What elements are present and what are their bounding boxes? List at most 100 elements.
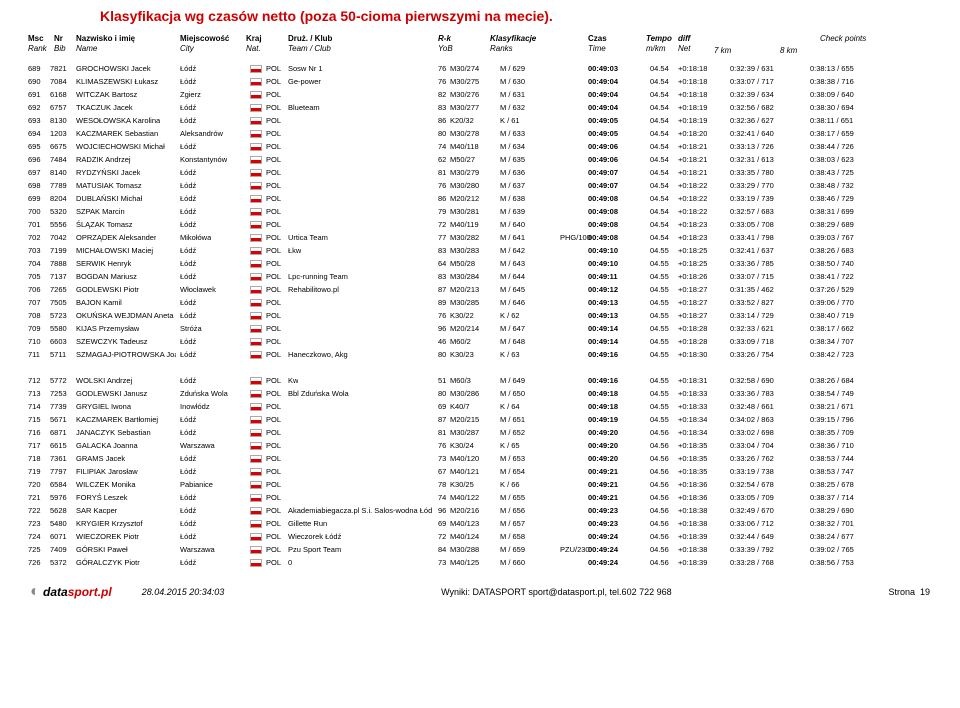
cell-class: M / 657 bbox=[500, 517, 525, 530]
cell-diff: +0:18:25 bbox=[678, 244, 707, 257]
table-row: 7077505BAJON KamilŁódźPOL89M30/285M / 64… bbox=[20, 296, 940, 309]
cell-name: OKUŃSKA WEJDMAN Aneta bbox=[76, 309, 174, 322]
cell-tempo: 04.56 bbox=[650, 491, 669, 504]
cell-rank: 699 bbox=[28, 192, 41, 205]
cell-yob: 77 bbox=[438, 231, 446, 244]
cell-class: M / 635 bbox=[500, 153, 525, 166]
cell-class: M / 636 bbox=[500, 166, 525, 179]
cell-city: Łódź bbox=[180, 465, 196, 478]
cell-tempo: 04.56 bbox=[650, 504, 669, 517]
cell-cp8: 0:39:06 / 770 bbox=[810, 296, 854, 309]
cell-nat: POL bbox=[266, 153, 281, 166]
cell-rank: 713 bbox=[28, 387, 41, 400]
cell-yob: 76 bbox=[438, 309, 446, 322]
cell-rank: 704 bbox=[28, 257, 41, 270]
cell-tempo: 04.54 bbox=[650, 179, 669, 192]
cell-cp8: 0:38:36 / 710 bbox=[810, 439, 854, 452]
cell-bib: 7084 bbox=[50, 75, 67, 88]
cell-bib: 7199 bbox=[50, 244, 67, 257]
cell-tempo: 04.56 bbox=[650, 452, 669, 465]
page-title: Klasyfikacja wg czasów netto (poza 50-ci… bbox=[100, 8, 940, 24]
cell-time: 00:49:14 bbox=[588, 322, 618, 335]
table-row: 7057137BOGDAN MariuszŁódźPOLLpc-running … bbox=[20, 270, 940, 283]
cell-cp8: 0:38:46 / 729 bbox=[810, 192, 854, 205]
cell-cp8: 0:38:26 / 683 bbox=[810, 244, 854, 257]
cell-rank: 691 bbox=[28, 88, 41, 101]
cell-name: GRYGIEL Iwona bbox=[76, 400, 131, 413]
cell-rank: 696 bbox=[28, 153, 41, 166]
cell-nat: POL bbox=[266, 335, 281, 348]
cell-yob: 76 bbox=[438, 62, 446, 75]
cell-class: M / 652 bbox=[500, 426, 525, 439]
table-row: 7235480KRYGIER KrzysztofŁódźPOLGillette … bbox=[20, 517, 940, 530]
cell-tempo: 04.56 bbox=[650, 426, 669, 439]
hdr-time-1: Czas bbox=[588, 34, 607, 44]
cell-time: 00:49:21 bbox=[588, 465, 618, 478]
cell-cp7: 0:32:36 / 627 bbox=[730, 114, 774, 127]
flag-icon bbox=[250, 387, 264, 400]
cell-class: M / 645 bbox=[500, 283, 525, 296]
flag-icon bbox=[250, 478, 264, 491]
cell-nat: POL bbox=[266, 374, 281, 387]
hdr-rank-2: Rank bbox=[28, 44, 47, 54]
cell-rank: 712 bbox=[28, 374, 41, 387]
flag-icon bbox=[250, 101, 264, 114]
hdr-bib-1: Nr bbox=[54, 34, 66, 44]
cell-class: M / 655 bbox=[500, 491, 525, 504]
cell-cp8: 0:38:37 / 714 bbox=[810, 491, 854, 504]
cell-name: BOGDAN Mariusz bbox=[76, 270, 137, 283]
cell-rank: 717 bbox=[28, 439, 41, 452]
cell-city: Łódź bbox=[180, 374, 196, 387]
cell-tempo: 04.54 bbox=[650, 62, 669, 75]
flag-icon bbox=[250, 452, 264, 465]
cell-rank: 722 bbox=[28, 504, 41, 517]
cell-time: 00:49:08 bbox=[588, 218, 618, 231]
cell-diff: +0:18:18 bbox=[678, 88, 707, 101]
cell-name: FORYŚ Leszek bbox=[76, 491, 128, 504]
cell-cp8: 0:38:03 / 623 bbox=[810, 153, 854, 166]
cell-cp8: 0:38:26 / 684 bbox=[810, 374, 854, 387]
cell-cat: M40/120 bbox=[450, 452, 479, 465]
cell-city: Pabianice bbox=[180, 478, 213, 491]
footer-credits: Wyniki: DATASPORT sport@datasport.pl, te… bbox=[441, 587, 672, 597]
cell-diff: +0:18:35 bbox=[678, 439, 707, 452]
cell-cp7: 0:33:52 / 827 bbox=[730, 296, 774, 309]
cell-bib: 7253 bbox=[50, 387, 67, 400]
cell-nat: POL bbox=[266, 478, 281, 491]
cell-yob: 81 bbox=[438, 426, 446, 439]
table-row: 7155671KACZMAREK BartłomiejŁódźPOL87M20/… bbox=[20, 413, 940, 426]
flag-icon bbox=[250, 114, 264, 127]
flag-icon bbox=[250, 205, 264, 218]
cell-bib: 7888 bbox=[50, 257, 67, 270]
cell-name: OPRZĄDEK Aleksander bbox=[76, 231, 156, 244]
cell-city: Łódź bbox=[180, 491, 196, 504]
cell-cp7: 0:32:57 / 683 bbox=[730, 205, 774, 218]
cell-nat: POL bbox=[266, 348, 281, 361]
table-row: 7265372GÓRALCZYK PiotrŁódźPOL073M40/125M… bbox=[20, 556, 940, 569]
cell-name: WOJCIECHOWSKI Michał bbox=[76, 140, 165, 153]
cell-cat: M20/213 bbox=[450, 283, 479, 296]
cell-class: M / 649 bbox=[500, 374, 525, 387]
cell-cat: M30/274 bbox=[450, 62, 479, 75]
cell-diff: +0:18:21 bbox=[678, 153, 707, 166]
cell-yob: 64 bbox=[438, 257, 446, 270]
cell-time: 00:49:24 bbox=[588, 556, 618, 569]
cell-time: 00:49:03 bbox=[588, 62, 618, 75]
cell-diff: +0:18:21 bbox=[678, 166, 707, 179]
cell-city: Mikołówa bbox=[180, 231, 211, 244]
cell-team: Lpc-running Team bbox=[288, 270, 348, 283]
cell-bib: 5671 bbox=[50, 413, 67, 426]
cell-diff: +0:18:18 bbox=[678, 75, 707, 88]
flag-icon bbox=[250, 179, 264, 192]
table-row: 6987789MATUSIAK TomaszŁódźPOL76M30/280M … bbox=[20, 179, 940, 192]
cell-cat: M30/287 bbox=[450, 426, 479, 439]
cell-cp7: 0:32:56 / 682 bbox=[730, 101, 774, 114]
cell-time: 00:49:05 bbox=[588, 114, 618, 127]
cell-cp7: 0:32:58 / 690 bbox=[730, 374, 774, 387]
cell-nat: POL bbox=[266, 309, 281, 322]
cell-cp7: 0:33:05 / 709 bbox=[730, 491, 774, 504]
table-row: 6938130WESOŁOWSKA KarolinaŁódźPOL86K20/3… bbox=[20, 114, 940, 127]
cell-bib: 6675 bbox=[50, 140, 67, 153]
cell-cp8: 0:38:29 / 689 bbox=[810, 218, 854, 231]
flag-icon bbox=[250, 517, 264, 530]
